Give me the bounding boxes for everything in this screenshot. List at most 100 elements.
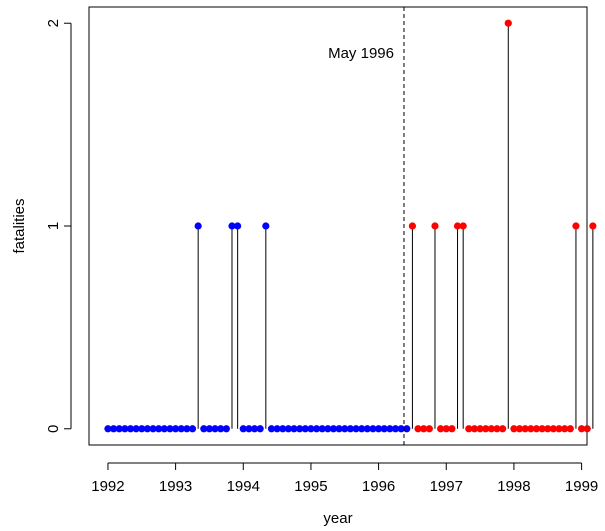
point-0-28 — [262, 222, 270, 230]
point-0-25 — [245, 425, 253, 433]
point-1-22 — [532, 425, 541, 433]
point-0-26 — [250, 425, 259, 433]
point-0-9 — [155, 425, 163, 433]
point-0-7 — [143, 425, 152, 433]
point-0-46 — [363, 425, 371, 433]
point-0-36 — [307, 425, 315, 433]
point-1-23 — [538, 425, 546, 433]
point-0-44 — [352, 425, 360, 433]
point-1-27 — [561, 425, 569, 433]
point-0-10 — [160, 425, 168, 433]
point-1-28 — [566, 425, 574, 433]
y-tick-label-1: 1 — [45, 222, 62, 230]
point-1-17 — [504, 19, 512, 27]
point-1-24 — [544, 425, 552, 433]
point-1-32 — [589, 222, 597, 230]
point-1-4 — [431, 222, 439, 230]
point-0-48 — [374, 425, 383, 433]
data-points — [104, 19, 597, 433]
point-0-0 — [104, 425, 112, 433]
point-0-38 — [318, 425, 326, 433]
point-0-8 — [149, 425, 157, 433]
point-1-25 — [549, 425, 557, 433]
point-1-10 — [465, 425, 473, 433]
point-0-6 — [138, 425, 146, 433]
point-0-22 — [228, 222, 236, 230]
point-0-1 — [109, 425, 118, 433]
x-axis: 1992 1993 1994 1995 1996 1997 1998 1999 — [91, 462, 598, 495]
point-1-7 — [448, 425, 456, 433]
x-tick-label-1993: 1993 — [159, 478, 192, 495]
y-axis: 0 1 2 — [45, 19, 72, 433]
y-tick-label-0: 0 — [45, 425, 62, 433]
point-0-40 — [329, 425, 338, 433]
point-1-26 — [555, 425, 563, 433]
point-1-20 — [521, 425, 529, 433]
point-0-16 — [194, 222, 202, 230]
point-0-52 — [397, 425, 405, 433]
y-tick-label-2: 2 — [45, 19, 62, 27]
point-1-29 — [572, 222, 580, 230]
point-0-42 — [341, 425, 349, 433]
point-0-13 — [177, 425, 185, 433]
point-0-51 — [391, 425, 400, 433]
point-0-32 — [284, 425, 292, 433]
point-1-13 — [482, 425, 490, 433]
point-0-34 — [296, 425, 304, 433]
point-0-50 — [386, 425, 394, 433]
point-0-31 — [279, 425, 287, 433]
point-1-31 — [583, 425, 591, 433]
x-tick-label-1992: 1992 — [91, 478, 124, 495]
point-1-15 — [493, 425, 501, 433]
may-1996-annotation: May 1996 — [328, 45, 394, 62]
point-0-49 — [380, 425, 388, 433]
point-0-19 — [211, 425, 219, 433]
point-1-3 — [425, 425, 433, 433]
x-axis-label: year — [323, 510, 352, 527]
point-1-1 — [414, 425, 422, 433]
point-1-8 — [453, 222, 462, 230]
point-0-20 — [217, 425, 225, 433]
point-0-21 — [222, 425, 230, 433]
point-0-18 — [205, 425, 214, 433]
point-1-18 — [510, 425, 518, 433]
spike-lines — [197, 23, 594, 429]
point-1-5 — [437, 425, 445, 433]
point-0-47 — [369, 425, 377, 433]
point-1-16 — [499, 425, 507, 433]
point-0-11 — [166, 425, 174, 433]
point-1-0 — [408, 222, 417, 230]
point-0-43 — [346, 425, 355, 433]
point-1-30 — [577, 425, 586, 433]
point-1-9 — [459, 222, 467, 230]
x-tick-label-1997: 1997 — [430, 478, 463, 495]
point-0-17 — [200, 425, 208, 433]
x-tick-label-1996: 1996 — [362, 478, 395, 495]
point-0-45 — [358, 425, 366, 433]
point-0-5 — [132, 425, 140, 433]
y-axis-label: fatalities — [11, 198, 28, 253]
point-0-27 — [256, 425, 264, 433]
point-0-24 — [239, 425, 247, 433]
point-1-11 — [470, 425, 479, 433]
point-0-23 — [234, 222, 242, 230]
point-1-14 — [487, 425, 495, 433]
point-0-12 — [172, 425, 180, 433]
point-1-12 — [476, 425, 484, 433]
point-1-2 — [420, 425, 428, 433]
point-1-19 — [515, 425, 524, 433]
point-1-6 — [442, 425, 450, 433]
point-0-33 — [290, 425, 298, 433]
point-0-4 — [126, 425, 135, 433]
point-0-37 — [312, 425, 321, 433]
point-0-53 — [403, 425, 411, 433]
x-tick-label-1995: 1995 — [294, 478, 327, 495]
point-1-21 — [527, 425, 535, 433]
plot-frame — [88, 6, 588, 446]
point-0-30 — [273, 425, 281, 433]
point-0-39 — [324, 425, 332, 433]
point-0-14 — [183, 425, 191, 433]
x-tick-label-1994: 1994 — [227, 478, 260, 495]
point-0-35 — [301, 425, 309, 433]
